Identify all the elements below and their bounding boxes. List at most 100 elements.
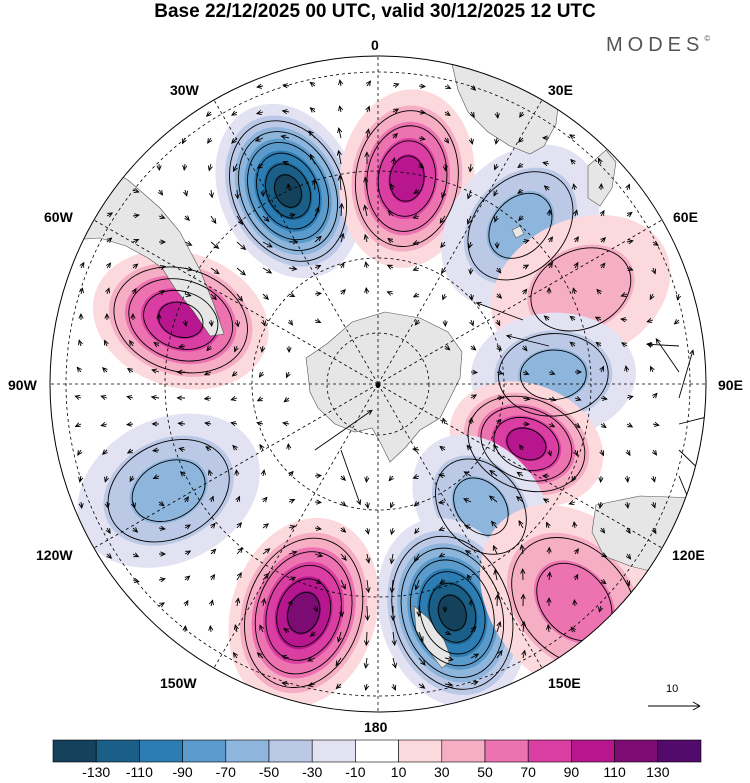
wind-vector: [158, 602, 166, 608]
wind-vector: [364, 527, 370, 535]
wind-vector: [439, 445, 446, 452]
wind-vector: [208, 625, 214, 633]
wind-vector: [470, 394, 478, 400]
wind-vector: [390, 605, 396, 622]
wind-vector: [466, 215, 472, 225]
wind-vector: [283, 397, 290, 403]
wind-vector: [652, 392, 658, 399]
colorbar-cell: [225, 739, 270, 763]
wind-vector: [106, 237, 113, 243]
wind-vector: [288, 550, 298, 556]
colorbar-tick-label: 110: [603, 764, 626, 780]
wind-vector: [489, 469, 498, 477]
wind-vector: [572, 598, 578, 607]
wind-vector: [391, 657, 397, 669]
wind-vector: [594, 316, 602, 322]
wind-vector: [184, 550, 192, 556]
wind-vector: [280, 654, 290, 660]
lon-label-60e: 60E: [673, 209, 698, 225]
wind-vector: [100, 421, 108, 427]
wind-vector: [516, 471, 524, 477]
wind-vector: [522, 396, 531, 402]
wind-vector: [156, 163, 162, 172]
meridian-line: [93, 383, 379, 549]
wind-vector: [470, 653, 480, 659]
contour-line: [453, 477, 509, 536]
wind-vector: [232, 651, 239, 659]
wind-vector: [78, 287, 84, 295]
wind-vector: [518, 520, 524, 529]
wind-vector: [210, 215, 217, 225]
anomaly-band: [286, 590, 321, 635]
wind-vector: [571, 475, 577, 483]
wind-vector: [260, 189, 266, 198]
wind-vector: [176, 369, 186, 375]
wind-vector: [414, 527, 420, 535]
wind-vector: [74, 422, 82, 428]
wind-vector: [339, 232, 345, 243]
contour-line: [247, 141, 330, 241]
wind-vector: [309, 153, 316, 165]
wind-vector: [288, 524, 296, 530]
wind-vector: [521, 649, 527, 659]
wind-vector: [646, 318, 654, 323]
wind-vector: [106, 212, 114, 218]
wind-vector: [262, 241, 273, 248]
wind-vector: [444, 630, 452, 636]
wind-vector: [517, 162, 524, 169]
wind-vector: [364, 261, 370, 269]
wind-vector: [234, 469, 240, 477]
wind-vector: [158, 577, 166, 583]
wind-vector: [649, 293, 655, 301]
wind-vector: [496, 621, 502, 633]
colorbar-tick-label: 30: [434, 764, 450, 780]
wind-vector: [493, 215, 499, 223]
wind-vector: [339, 605, 345, 618]
wind-vector: [283, 628, 290, 634]
wind-vector: [178, 447, 186, 453]
wind-vector: [233, 623, 239, 633]
wind-vector: [572, 521, 578, 529]
wind-vector: [390, 157, 396, 165]
wind-vector: [132, 213, 140, 219]
wind-vector: [210, 241, 220, 250]
wind-vector: [150, 395, 160, 401]
wind-vector: [256, 421, 264, 427]
wind-vector: [574, 422, 581, 429]
wind-vector: [340, 288, 346, 295]
wind-vector: [469, 111, 475, 118]
wind-vector: [547, 262, 553, 269]
wind-vector: [599, 527, 606, 534]
wind-vector: [312, 178, 318, 191]
wind-vector: [288, 498, 296, 504]
wind-vector: [74, 395, 82, 400]
wind-vector: [184, 524, 192, 530]
wind-vector: [105, 262, 112, 269]
wind-vector: [573, 261, 579, 269]
wind-vector: [314, 552, 324, 558]
wind-vector: [363, 233, 369, 243]
reference-vector-label: 10: [666, 683, 679, 695]
wind-vector: [338, 105, 344, 113]
wind-vector: [182, 319, 188, 327]
wind-vector: [207, 163, 213, 172]
wind-vector: [442, 417, 447, 425]
wind-vector: [673, 319, 680, 325]
wind-vector: [340, 475, 346, 481]
wind-vector: [209, 573, 216, 581]
wind-vector: [600, 237, 606, 243]
anomaly-band: [451, 475, 511, 538]
wind-vector: [569, 315, 576, 322]
wind-vector: [568, 500, 576, 505]
wind-vector: [517, 137, 524, 143]
wind-vector: [522, 421, 531, 427]
wind-vector: [598, 475, 604, 484]
wind-vector: [132, 238, 140, 244]
wind-vector: [493, 444, 499, 451]
wind-vector: [364, 605, 370, 622]
wind-vector: [340, 579, 346, 590]
wind-vector: [651, 449, 658, 456]
wind-vector: [151, 421, 160, 427]
wind-vector: [651, 267, 657, 275]
